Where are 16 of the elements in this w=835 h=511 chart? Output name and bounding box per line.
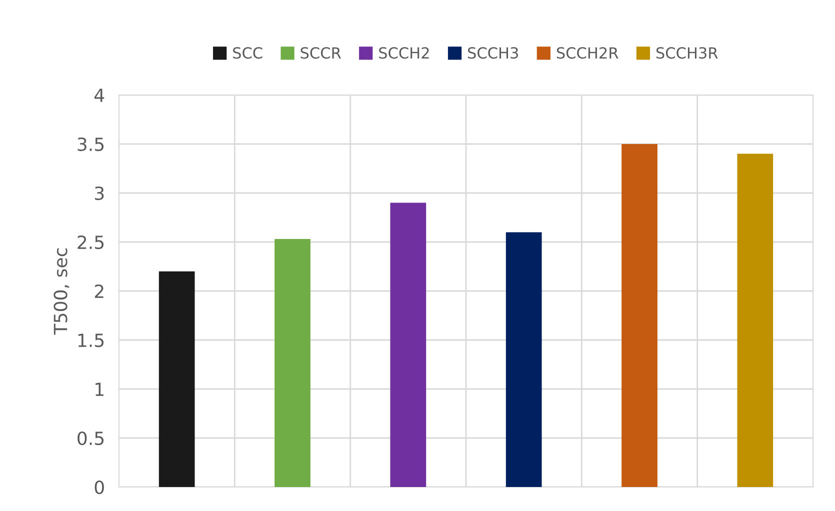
y-tick-label: 1.5 bbox=[78, 334, 104, 348]
legend-label: SCCH3R bbox=[656, 47, 718, 59]
legend-label: SCCH2 bbox=[379, 47, 429, 59]
legend-label: SCCH3 bbox=[468, 47, 518, 59]
y-tick-label: 1 bbox=[96, 382, 104, 396]
y-tick-label: 3 bbox=[95, 186, 104, 200]
y-tick-label: 2.5 bbox=[78, 235, 104, 250]
y-tick-label: 0.5 bbox=[78, 431, 104, 446]
legend-label: SCCR bbox=[300, 47, 341, 59]
y-tick-label: 0 bbox=[94, 480, 104, 494]
y-tick-label: 4 bbox=[94, 88, 104, 102]
legend-label: SCC bbox=[233, 47, 262, 59]
y-tick-label: 2 bbox=[94, 284, 104, 298]
y-axis-title: T500, sec bbox=[54, 248, 70, 335]
legend-label: SCCH2R bbox=[556, 47, 618, 59]
y-tick-label: 3.5 bbox=[78, 137, 104, 152]
